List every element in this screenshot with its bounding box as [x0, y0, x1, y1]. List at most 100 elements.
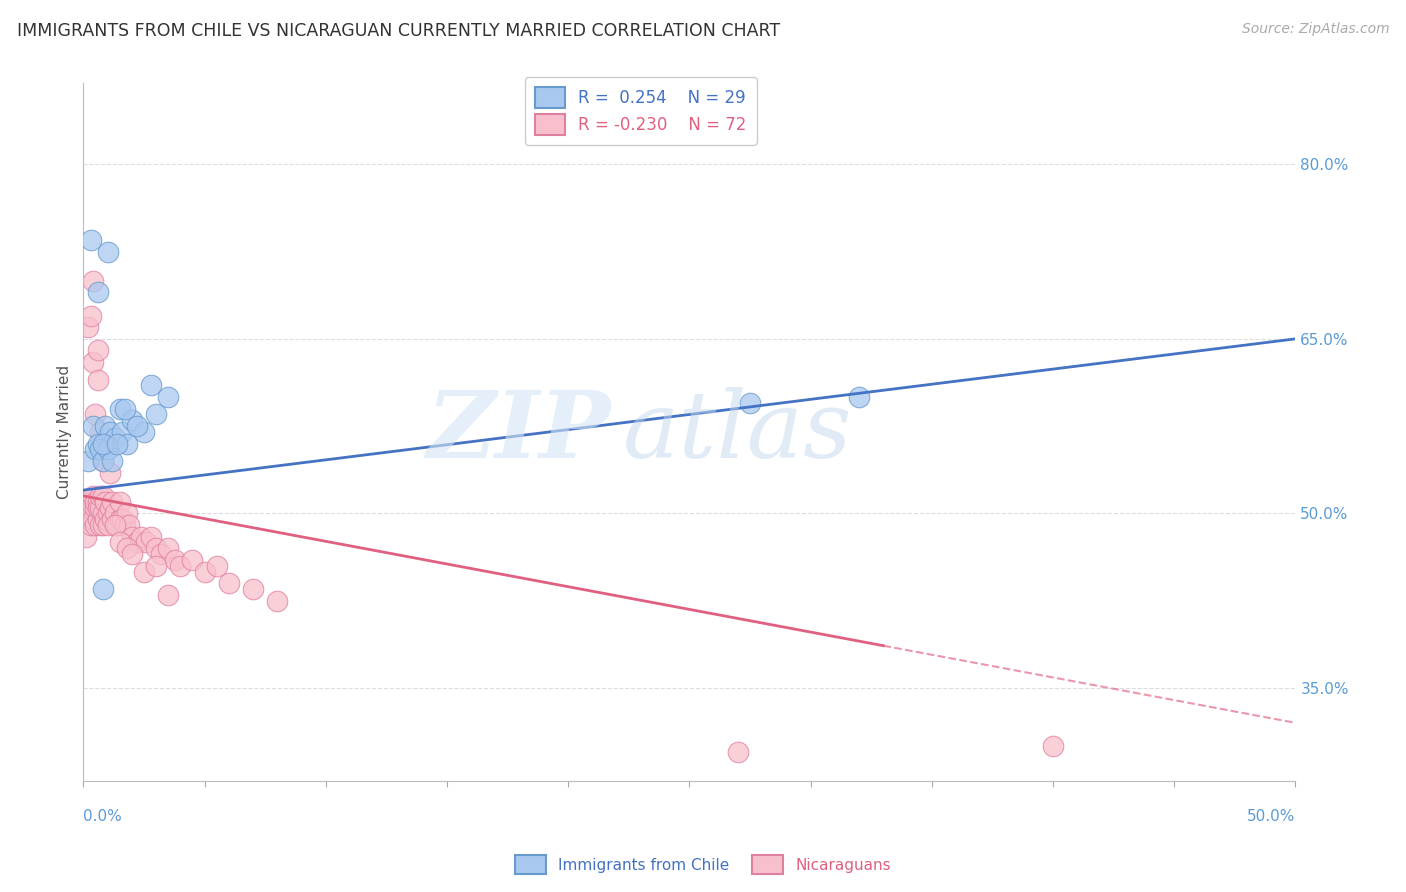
Point — [77, 320, 100, 334]
Point — [205, 558, 228, 573]
Point — [108, 535, 131, 549]
Point — [79, 233, 101, 247]
Point — [79, 500, 101, 515]
Point — [157, 390, 180, 404]
Point — [101, 454, 124, 468]
Point — [87, 373, 110, 387]
Point — [848, 390, 870, 404]
Point — [98, 466, 121, 480]
Point — [105, 518, 128, 533]
Point — [115, 541, 138, 556]
Point — [87, 500, 110, 515]
Point — [96, 442, 118, 457]
Point — [104, 518, 127, 533]
Point — [108, 512, 131, 526]
Point — [87, 343, 110, 358]
Point — [114, 518, 136, 533]
Point — [91, 507, 114, 521]
Point — [84, 442, 107, 457]
Point — [111, 425, 134, 439]
Point — [91, 518, 114, 533]
Point — [87, 512, 110, 526]
Point — [1042, 739, 1064, 753]
Point — [75, 530, 97, 544]
Point — [91, 582, 114, 596]
Point — [125, 419, 148, 434]
Point — [79, 309, 101, 323]
Point — [89, 442, 111, 457]
Text: Source: ZipAtlas.com: Source: ZipAtlas.com — [1241, 22, 1389, 37]
Point — [87, 494, 110, 508]
Point — [104, 431, 127, 445]
Point — [98, 500, 121, 515]
Point — [157, 541, 180, 556]
Text: 50.0%: 50.0% — [1247, 809, 1295, 824]
Point — [77, 494, 100, 508]
Point — [87, 436, 110, 450]
Point — [115, 507, 138, 521]
Point — [727, 745, 749, 759]
Point — [141, 378, 163, 392]
Point — [79, 518, 101, 533]
Point — [145, 408, 167, 422]
Point — [98, 425, 121, 439]
Point — [91, 489, 114, 503]
Point — [82, 512, 104, 526]
Point — [181, 553, 204, 567]
Point — [84, 494, 107, 508]
Point — [145, 541, 167, 556]
Point — [149, 547, 172, 561]
Point — [157, 588, 180, 602]
Text: IMMIGRANTS FROM CHILE VS NICARAGUAN CURRENTLY MARRIED CORRELATION CHART: IMMIGRANTS FROM CHILE VS NICARAGUAN CURR… — [17, 22, 780, 40]
Point — [82, 355, 104, 369]
Point — [82, 274, 104, 288]
Point — [121, 413, 143, 427]
Point — [101, 494, 124, 508]
Point — [108, 494, 131, 508]
Point — [82, 489, 104, 503]
Point — [111, 512, 134, 526]
Point — [96, 518, 118, 533]
Point — [101, 512, 124, 526]
Point — [87, 285, 110, 300]
Point — [91, 454, 114, 468]
Point — [89, 500, 111, 515]
Point — [115, 436, 138, 450]
Point — [84, 408, 107, 422]
Point — [96, 442, 118, 457]
Point — [132, 565, 155, 579]
Text: atlas: atlas — [623, 387, 852, 477]
Point — [108, 401, 131, 416]
Point — [96, 507, 118, 521]
Text: ZIP: ZIP — [426, 387, 610, 477]
Point — [105, 436, 128, 450]
Point — [89, 425, 111, 439]
Point — [84, 500, 107, 515]
Point — [193, 565, 215, 579]
Point — [132, 425, 155, 439]
Point — [165, 553, 187, 567]
Point — [77, 454, 100, 468]
Point — [104, 507, 127, 521]
Point — [114, 401, 136, 416]
Point — [91, 436, 114, 450]
Point — [89, 489, 111, 503]
Point — [135, 535, 157, 549]
Legend: Immigrants from Chile, Nicaraguans: Immigrants from Chile, Nicaraguans — [509, 849, 897, 880]
Point — [77, 512, 100, 526]
Point — [94, 512, 117, 526]
Point — [125, 535, 148, 549]
Point — [118, 518, 141, 533]
Point — [79, 494, 101, 508]
Point — [89, 518, 111, 533]
Legend: R =  0.254    N = 29, R = -0.230    N = 72: R = 0.254 N = 29, R = -0.230 N = 72 — [524, 78, 756, 145]
Y-axis label: Currently Married: Currently Married — [58, 365, 72, 499]
Point — [96, 244, 118, 259]
Point — [218, 576, 240, 591]
Point — [738, 396, 761, 410]
Point — [266, 593, 288, 607]
Point — [91, 454, 114, 468]
Point — [84, 518, 107, 533]
Point — [145, 558, 167, 573]
Point — [121, 547, 143, 561]
